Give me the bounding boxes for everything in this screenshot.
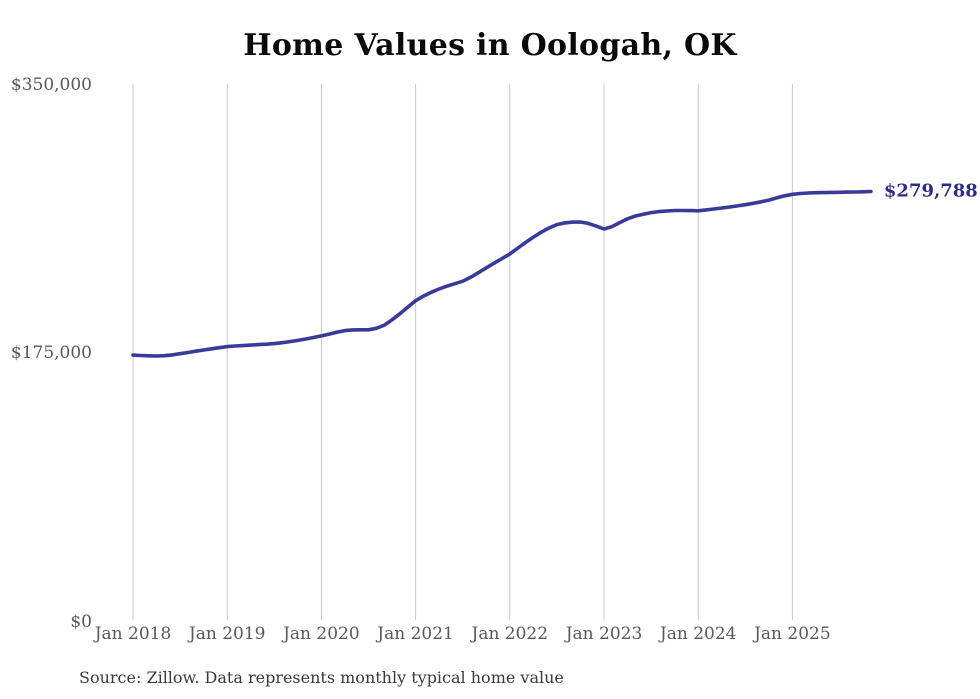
x-tick-jan-2025: Jan 2025 <box>754 624 831 644</box>
source-note: Source: Zillow. Data represents monthly … <box>79 668 564 687</box>
chart-title: Home Values in Oologah, OK <box>243 28 737 63</box>
y-tick-175000: $175,000 <box>10 343 92 363</box>
x-tick-jan-2020: Jan 2020 <box>283 624 360 644</box>
x-tick-jan-2024: Jan 2024 <box>659 624 737 644</box>
y-tick-0: $0 <box>70 612 92 632</box>
x-tick-jan-2023: Jan 2023 <box>565 624 643 644</box>
x-tick-jan-2021: Jan 2021 <box>377 624 454 644</box>
home-value-line <box>131 189 873 358</box>
x-tick-jan-2022: Jan 2022 <box>471 624 549 644</box>
x-tick-jan-2018: Jan 2018 <box>94 624 172 644</box>
x-tick-jan-2019: Jan 2019 <box>188 624 266 644</box>
latest-value-label: $279,788 <box>883 180 978 202</box>
y-tick-350000: $350,000 <box>10 75 92 95</box>
